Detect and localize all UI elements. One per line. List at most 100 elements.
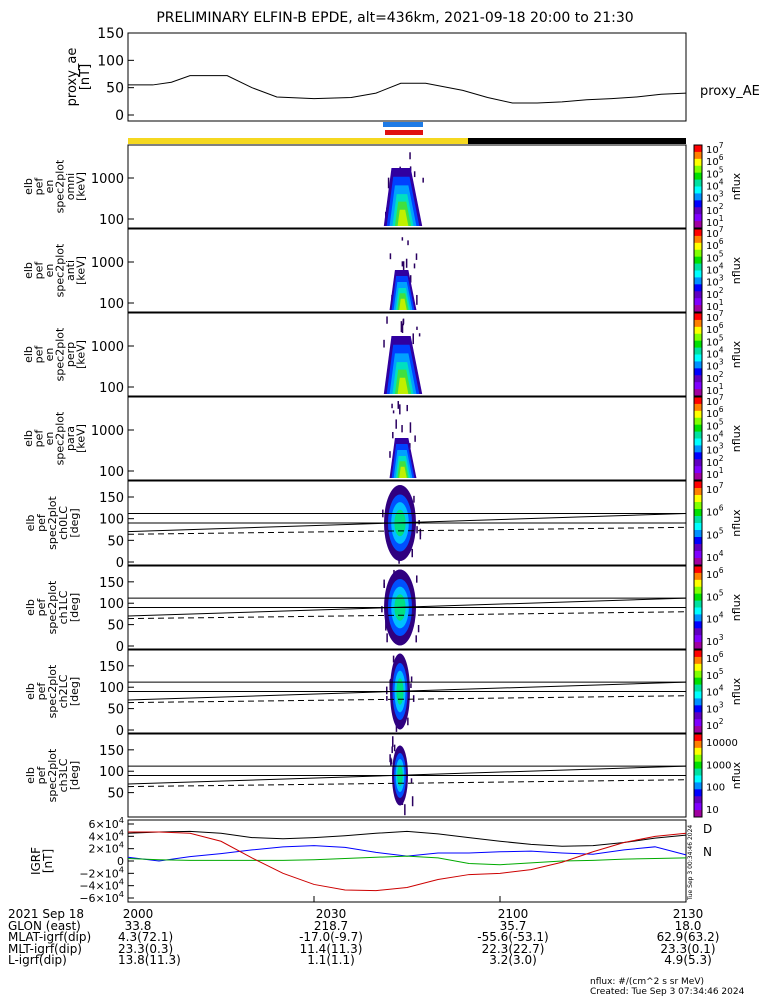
pa-panel-4-colorbar-cell	[694, 772, 702, 775]
energy-panel-1-colorbar-cell	[694, 196, 702, 199]
energy-panel-2-colorbar-cell	[694, 303, 702, 306]
energy-panel-3-colorbar-cell	[694, 380, 702, 383]
pa-panel-3-colorbar-cell	[694, 721, 702, 724]
energy-panel-2-cbar-tick: 106	[706, 237, 724, 252]
pa-panel-3-colorbar-cell	[694, 691, 702, 694]
energy-panel-1-frame	[127, 144, 687, 229]
pa-panel-1-colorbar-cell	[694, 507, 702, 510]
energy-panel-4-frame	[127, 396, 687, 481]
pa-panel-4-dashed-line	[127, 779, 687, 788]
energy-panel-3-colorbar-cell	[694, 344, 702, 347]
energy-panel-3-colorbar-cell	[694, 354, 702, 357]
energy-panel-3-spectrum-streak	[416, 326, 418, 330]
energy-panel-3-colorbar-cell	[694, 343, 702, 346]
proxy-ae-ytick-label: 150	[97, 26, 124, 42]
pa-panel-1-ylabel: ch0LC	[57, 506, 70, 540]
pa-panel-1-colorbar-cell	[694, 545, 702, 548]
pa-panel-4-colorbar-cell	[694, 751, 702, 754]
pa-panel-2-colorbar-cell	[694, 624, 702, 626]
energy-panel-2-ylabel: spec2plot	[54, 243, 67, 297]
pa-panel-1-colorbar-cell	[694, 559, 702, 562]
energy-panel-3-colorbar-cell	[694, 376, 702, 379]
energy-panel-2-colorbar-cell	[694, 294, 702, 296]
energy-panel-2-colorbar-cell	[694, 262, 702, 265]
pa-panel-1-colorbar-cell	[694, 525, 702, 528]
energy-panel-2-colorbar-cell	[694, 284, 702, 287]
energy-panel-4-colorbar-cell	[694, 434, 702, 437]
pa-panel-2-colorbar-cell	[694, 633, 702, 636]
footer-value: 23.3(0.1)	[660, 941, 716, 956]
pa-panel-2-colorbar-cell	[694, 568, 702, 571]
energy-panel-4-spectrum-streak	[406, 404, 408, 412]
pa-panel-2-colorbar-cell	[694, 639, 702, 642]
pa-panel-3-colorbar-cell	[694, 719, 702, 722]
energy-panel-1-colorbar-cell	[694, 186, 702, 189]
energy-panel-4-ylabel: [keV]	[75, 424, 88, 453]
pa-panel-4-colorbar-cell	[694, 787, 702, 790]
pa-panel-1-colorbar-cell	[694, 481, 702, 483]
pa-panel-3-colorbar-cell	[694, 705, 702, 708]
pa-panel-1-ytick-label: 150	[99, 491, 124, 506]
energy-panel-2-colorbar-cell	[694, 276, 702, 278]
energy-panel-4-ylabel: en	[43, 432, 56, 446]
energy-panel-3-cbar-tick: 102	[706, 370, 724, 385]
energy-panel-3-colorbar-cell	[694, 317, 702, 320]
energy-panel-4-colorbar-cell	[694, 417, 702, 420]
pa-panel-4-ylabel: elb	[24, 767, 37, 784]
energy-panel-2-ylabel: elb	[22, 262, 35, 279]
pa-panel-3-streak	[410, 683, 412, 689]
pa-panel-4-cbar-tick: 10	[706, 805, 719, 816]
energy-panel-3-spectrum-streak	[401, 323, 404, 333]
energy-panel-2-colorbar-cell	[694, 306, 702, 309]
energy-panel-2-colorbar-cell	[694, 271, 702, 274]
energy-panel-2-colorbar-cell	[694, 273, 702, 276]
energy-panel-1-colorbar-cell	[694, 145, 702, 147]
energy-panel-1-ylabel: omni	[64, 173, 77, 200]
pa-panel-1-colorbar-cell	[694, 483, 702, 486]
energy-panel-1-colorbar-cell	[694, 169, 702, 172]
energy-panel-1-spectrum-streak	[422, 177, 424, 183]
pa-panel-2-colorbar-cell	[694, 629, 702, 632]
pa-panel-4-colorbar-frame	[693, 733, 703, 818]
pa-panel-3-colorbar-cell	[694, 680, 702, 683]
energy-panel-4-colorbar-cell	[694, 450, 702, 453]
energy-panel-1-colorbar-cell	[694, 160, 702, 163]
energy-panel-2-colorbar-cell	[694, 230, 702, 233]
energy-panel-4-ylabel: pef	[33, 429, 46, 448]
pa-panel-2-colorbar-cell	[694, 593, 702, 596]
energy-panel-2-colorbar-cell	[694, 263, 702, 266]
pa-panel-1-colorbar-cell	[694, 516, 702, 518]
energy-panel-3-colorbar-cell	[694, 330, 702, 333]
energy-panel-4-colorbar-cell	[694, 412, 702, 415]
pa-panel-3-colorbar-cell	[694, 708, 702, 710]
energy-panel-3-colorbar-cell	[694, 350, 702, 353]
pa-panel-3-colorbar-cell	[694, 727, 702, 730]
energy-panel-4-colorbar-cell	[694, 397, 702, 399]
pa-panel-3-colorbar-cell	[694, 677, 702, 680]
energy-panel-2-colorbar-cell	[694, 260, 702, 263]
energy-panel-4-colorbar-cell	[694, 459, 702, 462]
pa-panel-2-colorbar-cell	[694, 632, 702, 635]
footer-value: 218.7	[313, 918, 349, 933]
pa-panel-2-colorbar-cell	[694, 621, 702, 624]
energy-panel-1-colorbar-cell	[694, 208, 702, 211]
energy-panel-3-cbar-tick: 106	[706, 321, 724, 336]
energy-panel-3-colorbar-cell	[694, 373, 702, 376]
energy-panel-2-colorbar-cell	[694, 277, 702, 280]
pa-panel-2-ytick-label: 0	[116, 640, 124, 655]
pa-panel-4-colorbar-cell	[694, 760, 702, 763]
energy-panel-2-spectrum-streak	[402, 261, 405, 271]
energy-panel-2-cbar-tick: 101	[706, 298, 724, 313]
pa-panel-4-colorbar-cell	[694, 738, 702, 741]
pa-panel-4-colorbar-cell	[694, 769, 702, 772]
energy-panel-3-colorbar-frame	[693, 312, 703, 397]
pa-panel-3-colorbar-cell	[694, 712, 702, 715]
energy-panel-4-colorbar-cell	[694, 464, 702, 467]
pa-panel-1-ytick-label: 100	[99, 513, 124, 528]
pa-panel-4-colorbar-cell	[694, 758, 702, 761]
energy-panel-3-colorbar-cell	[694, 357, 702, 360]
pa-panel-4-colorbar-cell	[694, 799, 702, 801]
proxy-ae-ytick-label: 100	[97, 53, 124, 69]
pa-panel-2-ylabel: pef	[35, 598, 48, 617]
pa-panel-2-colorbar-cell	[694, 592, 702, 595]
